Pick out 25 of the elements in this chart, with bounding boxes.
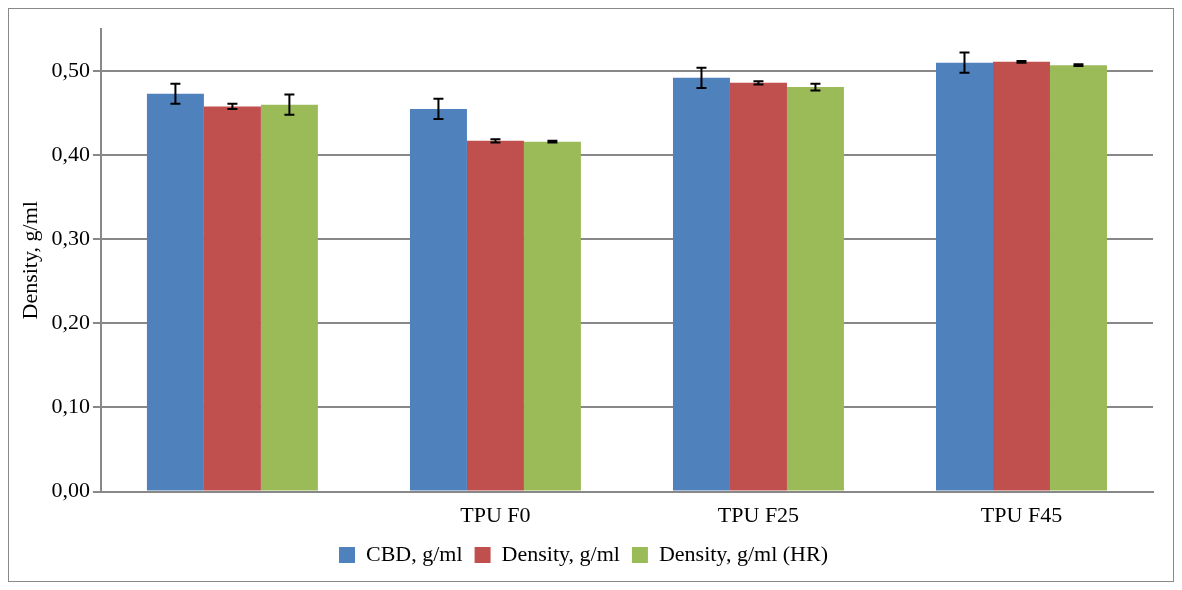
bar <box>260 104 318 491</box>
y-tick-label: 0,50 <box>51 56 90 82</box>
y-tick-label: 0,30 <box>51 225 90 251</box>
bar <box>992 61 1050 491</box>
bar <box>203 106 261 491</box>
bar <box>1049 65 1107 491</box>
bar <box>523 141 581 491</box>
bar <box>409 108 467 491</box>
x-tick-label: TPU F25 <box>717 501 800 527</box>
bar <box>146 93 204 491</box>
bar <box>936 62 993 491</box>
bar <box>729 82 787 491</box>
bar <box>786 87 844 491</box>
bar <box>672 77 730 491</box>
y-tick-label: 0,10 <box>51 393 90 419</box>
y-tick-label: 0,40 <box>51 140 90 166</box>
bar <box>466 140 524 491</box>
x-tick-label: TPU F45 <box>980 501 1063 527</box>
y-axis-title: Density, g/ml <box>16 201 42 320</box>
legend-label: CBD, g/ml <box>366 540 463 566</box>
legend-label: Density, g/ml (HR) <box>658 540 828 566</box>
x-tick-label: TPU F0 <box>460 501 531 527</box>
y-tick-label: 0,20 <box>51 309 90 335</box>
legend-label: Density, g/ml <box>501 540 620 566</box>
y-tick-label: 0,00 <box>51 477 90 503</box>
